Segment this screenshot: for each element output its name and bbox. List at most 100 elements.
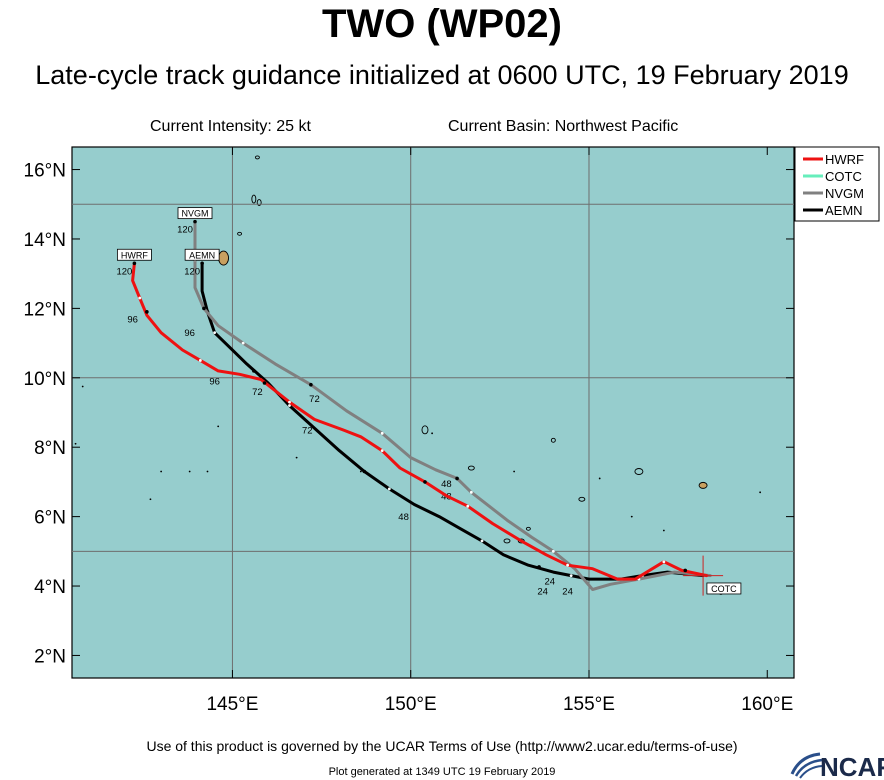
track-hwrf: 24 48 72 96: [127, 261, 709, 587]
forecast-hour-label: 48: [441, 479, 452, 490]
islet: [431, 432, 434, 435]
legend: HWRF COTC NVGM AEMN: [794, 146, 880, 222]
page-title: TWO (WP02): [322, 2, 562, 46]
island: [525, 526, 531, 531]
track-map: 2°N 4°N 6°N 8°N 10°N 12°N 14°N 16°N 145°E 150°E 15…: [24, 146, 880, 715]
end-label-text: AEMN: [189, 250, 215, 260]
track-point: [252, 369, 256, 373]
forecast-hour-label: 24: [537, 587, 548, 598]
end-hour-label: 120: [184, 266, 200, 277]
ncar-logo-text: NCAR: [820, 752, 884, 780]
track-point-12h: [198, 359, 202, 362]
end-label-layer: HWRF 120 NVGM 120 AEMN 120 COTC: [116, 207, 742, 595]
current-intensity: Current Intensity: 25 kt: [150, 118, 311, 135]
track-point-12h: [241, 341, 245, 345]
ncar-logo: NCAR: [790, 752, 884, 780]
island: [218, 250, 229, 266]
track-point-12h: [380, 431, 384, 435]
forecast-hour-label: 96: [209, 377, 220, 388]
islet: [206, 470, 209, 473]
island: [698, 481, 708, 489]
island: [237, 231, 243, 236]
end-point: [193, 219, 197, 224]
lat-tick-label: 2°N: [34, 646, 66, 667]
current-basin: Current Basin: Northwest Pacific: [448, 118, 679, 135]
lat-tick-label: 14°N: [24, 230, 66, 251]
islet: [759, 491, 762, 494]
end-label-box: [177, 207, 213, 220]
track-point: [537, 565, 541, 569]
islet: [149, 498, 152, 501]
end-label-aemn: AEMN 120: [184, 248, 220, 277]
track-point-12h: [380, 449, 384, 453]
end-hour-label: 120: [177, 225, 193, 236]
end-label-box: [116, 248, 152, 261]
track-point-12h: [480, 539, 484, 543]
end-point: [200, 261, 204, 266]
axis-ticks: 2°N 4°N 6°N 8°N 10°N 12°N 14°N 16°N 145°E 150°E 15…: [24, 147, 794, 715]
lat-tick-label: 4°N: [34, 577, 66, 598]
forecast-hour-label: 72: [302, 425, 313, 436]
lon-tick-label: 160°E: [741, 694, 793, 715]
islet: [630, 515, 633, 518]
end-hour-label: 120: [116, 266, 132, 277]
track-line: [193, 220, 712, 591]
ocean: [71, 146, 795, 679]
island: [256, 199, 262, 206]
track-point: [362, 469, 367, 474]
track-point-12h: [551, 549, 555, 553]
track-point-12h: [569, 574, 573, 578]
legend-label: AEMN: [825, 203, 863, 218]
legend-item-cotc: COTC: [803, 169, 862, 184]
track-point: [423, 480, 427, 484]
island: [467, 465, 475, 471]
legend-item-aemn: AEMN: [803, 203, 863, 218]
end-label-text: HWRF: [121, 250, 148, 260]
gridlines: [72, 147, 794, 678]
lon-tick-label: 150°E: [385, 694, 437, 715]
island: [503, 538, 511, 544]
forecast-hour-label: 72: [309, 394, 320, 405]
track-point: [145, 310, 149, 314]
end-label-text: NVGM: [182, 209, 209, 219]
forecast-hour-label: 48: [398, 512, 409, 523]
islet: [359, 470, 362, 473]
islet: [160, 470, 163, 473]
lat-tick-label: 10°N: [24, 369, 66, 390]
lat-tick-label: 8°N: [34, 438, 66, 459]
island: [578, 496, 586, 502]
forecast-hour-label: 24: [562, 587, 573, 598]
islet: [513, 470, 516, 473]
legend-item-hwrf: HWRF: [803, 152, 864, 167]
legend-label: COTC: [825, 169, 862, 184]
islands: [74, 155, 762, 544]
track-point: [309, 382, 313, 387]
lat-tick-label: 16°N: [24, 161, 66, 182]
forecast-hour-label: 96: [127, 314, 138, 325]
legend-label: NVGM: [825, 186, 864, 201]
islet: [662, 529, 665, 532]
track-point-12h: [566, 563, 569, 567]
end-label-cotc: COTC: [706, 582, 742, 595]
islet: [188, 470, 191, 473]
legend-item-nvgm: NVGM: [803, 186, 864, 201]
track-point-12h: [213, 331, 217, 335]
track-point-12h: [662, 560, 666, 564]
end-label-box: [706, 582, 742, 595]
track-point-12h: [466, 504, 470, 508]
island: [254, 155, 260, 160]
end-point: [132, 261, 137, 266]
islet: [598, 477, 601, 480]
lon-tick-label: 155°E: [563, 694, 615, 715]
islet: [295, 456, 298, 459]
island: [251, 194, 257, 204]
forecast-hour-label: 96: [184, 328, 195, 339]
end-label-text: COTC: [711, 584, 737, 594]
lat-tick-label: 6°N: [34, 508, 66, 529]
track-point-12h: [469, 490, 473, 494]
track-point: [202, 306, 206, 311]
island: [550, 437, 556, 443]
island: [634, 468, 644, 475]
track-point: [455, 476, 459, 481]
